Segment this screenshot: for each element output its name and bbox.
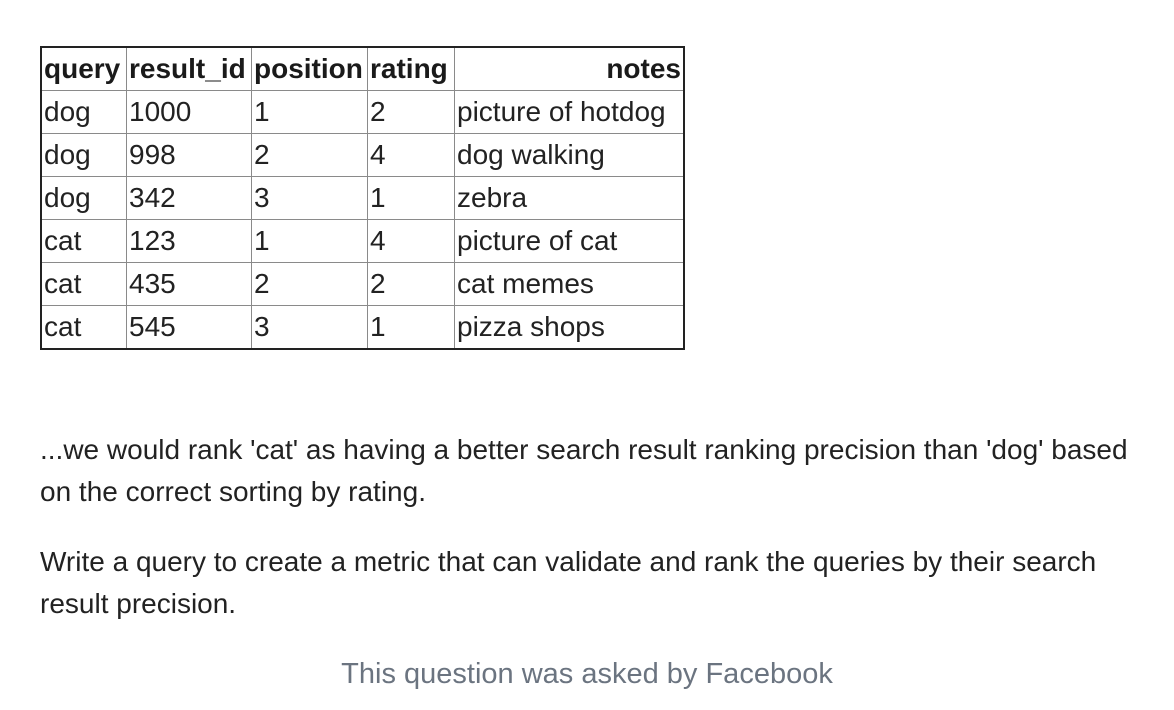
cell-query: dog: [40, 133, 127, 177]
cell-rating: 2: [367, 262, 455, 306]
cell-position: 2: [251, 133, 368, 177]
cell-query: cat: [40, 262, 127, 306]
cell-query: dog: [40, 90, 127, 134]
table-row: cat 545 3 1 pizza shops: [40, 305, 685, 350]
header-notes: notes: [454, 46, 685, 91]
header-query: query: [40, 46, 127, 91]
cell-rating: 1: [367, 176, 455, 220]
table-row: cat 435 2 2 cat memes: [40, 262, 685, 306]
cell-rating: 4: [367, 133, 455, 177]
source-attribution: This question was asked by Facebook: [341, 658, 833, 690]
cell-position: 3: [251, 305, 368, 350]
cell-notes: zebra: [454, 176, 685, 220]
cell-result-id: 435: [126, 262, 252, 306]
cell-result-id: 998: [126, 133, 252, 177]
cell-notes: pizza shops: [454, 305, 685, 350]
cell-notes: picture of hotdog: [454, 90, 685, 134]
cell-result-id: 545: [126, 305, 252, 350]
ranking-explanation-paragraph: ...we would rank 'cat' as having a bette…: [40, 434, 1128, 507]
table-row: dog 342 3 1 zebra: [40, 176, 685, 220]
cell-notes: dog walking: [454, 133, 685, 177]
cell-rating: 1: [367, 305, 455, 350]
cell-position: 2: [251, 262, 368, 306]
table-row: dog 1000 1 2 picture of hotdog: [40, 90, 685, 134]
cell-result-id: 342: [126, 176, 252, 220]
header-result-id: result_id: [126, 46, 252, 91]
cell-position: 3: [251, 176, 368, 220]
header-position: position: [251, 46, 368, 91]
cell-query: dog: [40, 176, 127, 220]
search-results-table: query result_id position rating notes do…: [40, 46, 685, 350]
cell-position: 1: [251, 90, 368, 134]
cell-result-id: 123: [126, 219, 252, 263]
cell-notes: cat memes: [454, 262, 685, 306]
cell-query: cat: [40, 305, 127, 350]
table-row: cat 123 1 4 picture of cat: [40, 219, 685, 263]
cell-notes: picture of cat: [454, 219, 685, 263]
table-header-row: query result_id position rating notes: [40, 46, 685, 91]
cell-position: 1: [251, 219, 368, 263]
cell-result-id: 1000: [126, 90, 252, 134]
cell-query: cat: [40, 219, 127, 263]
cell-rating: 2: [367, 90, 455, 134]
task-prompt-paragraph: Write a query to create a metric that ca…: [40, 546, 1097, 619]
header-rating: rating: [367, 46, 455, 91]
table-row: dog 998 2 4 dog walking: [40, 133, 685, 177]
cell-rating: 4: [367, 219, 455, 263]
